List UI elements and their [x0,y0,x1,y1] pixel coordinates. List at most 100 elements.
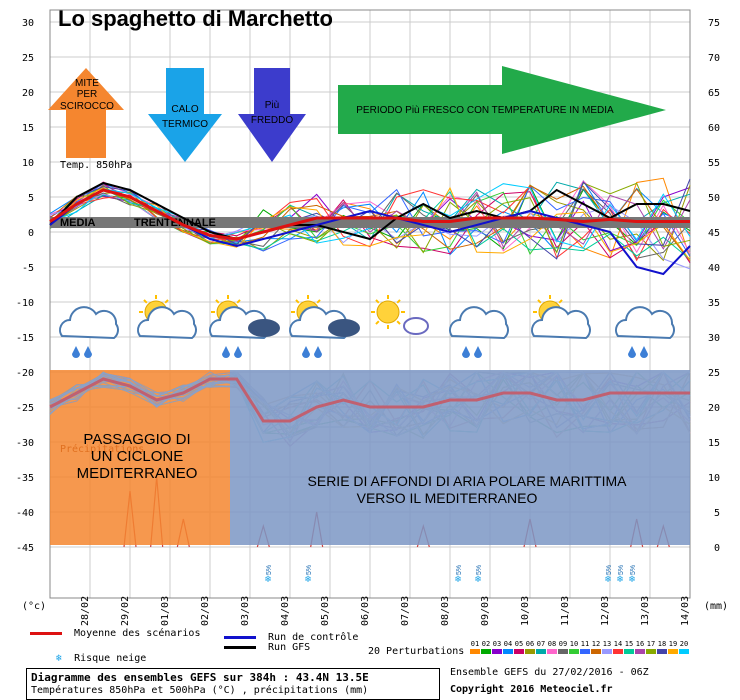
sun-icon [376,300,400,324]
copyright-label: Copyright 2016 Meteociel.fr [450,684,613,695]
weather-icon [371,295,429,335]
snowflake-icon: ❄ [474,574,482,584]
y-left-tick: -35 [16,473,34,484]
serie-1: SERIE DI AFFONDI DI ARIA POLARE MARITTIM… [308,473,628,489]
snowflake-icon: ❄ [56,653,63,664]
sun-ray [164,299,169,304]
y-left-tick: 20 [22,88,34,99]
legend-mean: Moyenne des scénarios [30,628,200,639]
legend-control-label: Run de contrôle [268,632,359,643]
snowflake-icon: ❄ [304,574,312,584]
weather-icon [615,306,675,358]
x-tick: 05/03 [320,596,331,626]
perturbation-swatch: 10 [569,640,579,654]
snow-pct-label: 5% [266,565,273,575]
sun-ray [316,299,321,304]
perturbation-swatch: 08 [547,640,557,654]
y-right-tick: 0 [714,543,720,554]
ensemble-label: Ensemble GEFS du 27/02/2016 - 06Z [450,667,649,678]
legend-snow: ❄ Risque neige [56,653,146,664]
sun-ray [295,299,300,304]
x-tick: 28/02 [80,596,91,626]
passaggio-3: MEDITERRANEO [77,465,198,482]
snow-pct-label: 5% [630,565,637,575]
legend-snow-label: Risque neige [74,653,147,664]
weather-icon [289,295,360,358]
perturbation-swatch: 13 [602,640,612,654]
perturbation-swatch: 05 [514,640,524,654]
x-tick: 10/03 [520,596,531,626]
y-right-tick: 55 [708,158,720,169]
dark-cloud-icon [248,319,280,337]
raindrop-icon [84,346,92,358]
y-left-tick: 30 [22,18,34,29]
y-right-tick: 40 [708,263,720,274]
temp850-label: Temp. 850hPa [60,160,132,171]
member-850-line [49,186,691,261]
raindrop-icon [474,346,482,358]
sun-ray [143,299,148,304]
weather-icon [59,306,119,358]
y-right-tick: 5 [714,508,720,519]
snow-pct-label: 5% [306,565,313,575]
sun-ray [215,299,220,304]
serie-2: VERSO IL MEDITERRANEO [357,490,538,506]
weather-icon [209,295,280,358]
periodo-arrow: PERIODO Più FRESCO CON TEMPERATURE IN ME… [338,66,666,154]
y-right-unit: (mm) [704,601,728,612]
cloud-icon [449,306,509,340]
perturbation-palette: 01 02 03 04 05 06 07 08 09 10 11 12 13 14 15 16 17 18 19 20 [470,640,690,658]
sun-ray [375,320,380,325]
snowflake-icon: ❄ [264,574,272,584]
x-axis: 28/02 29/02 01/03 02/03 03/03 04/03 05/03 06/03… [80,596,691,626]
member-500-overlay [49,371,691,443]
periodo-label: PERIODO Più FRESCO CON TEMPERATURE IN ME… [356,105,614,116]
y-right-tick: 30 [708,333,720,344]
weather-icon [137,295,197,340]
control-swatch [224,635,256,639]
passaggio-2: UN CICLONE [91,448,184,465]
snow-pct-label: 5% [618,565,625,575]
perturbation-swatch: 20 [679,640,689,654]
piu-freddo-arrow: Più FREDDO [238,68,306,162]
member-850-line [49,183,691,249]
y-right-tick: 20 [708,403,720,414]
highlight-850 [49,181,691,276]
dark-cloud-icon [328,319,360,337]
precip-label: Précipitations [60,443,144,455]
x-tick: 09/03 [480,596,491,626]
plot-border [49,9,691,599]
y-right-tick: 50 [708,193,720,204]
y-left-tick: -40 [16,508,34,519]
calo-arrow: CALO TERMICO [148,68,222,162]
raindrop-icon [628,346,636,358]
legend-gfs-label: Run GFS [268,642,311,653]
y-left-unit: (°c) [22,601,46,612]
y-right-tick: 75 [708,18,720,29]
member-850-line [49,185,691,262]
perturbation-swatch: 12 [591,640,601,654]
y-left-tick: -45 [16,543,34,554]
snowflake-icon: ❄ [616,574,624,584]
media-band [50,217,690,228]
cloud-icon [59,306,119,340]
footer-line1: Diagramme des ensembles GEFS sur 384h : … [31,671,369,684]
chart-title: Lo spaghetto di Marchetto [58,6,333,31]
y-left-tick: -30 [16,438,34,449]
weather-icon [531,295,591,340]
perturbation-swatch: 01 [470,640,480,654]
raindrop-icon [234,346,242,358]
y-left-tick: -5 [22,263,34,274]
y-right-tick: 45 [708,228,720,239]
y-left-tick: -25 [16,403,34,414]
passaggio-1: PASSAGGIO DI [83,431,190,448]
x-tick: 29/02 [120,596,131,626]
y-left-tick: 25 [22,53,34,64]
y-left-tick: 0 [28,228,34,239]
snow-pct-label: 5% [606,565,613,575]
piu-label-2: FREDDO [251,115,293,126]
sun-ray [396,320,401,325]
gfs-swatch [224,645,256,649]
calo-label-1: CALO [171,104,198,115]
